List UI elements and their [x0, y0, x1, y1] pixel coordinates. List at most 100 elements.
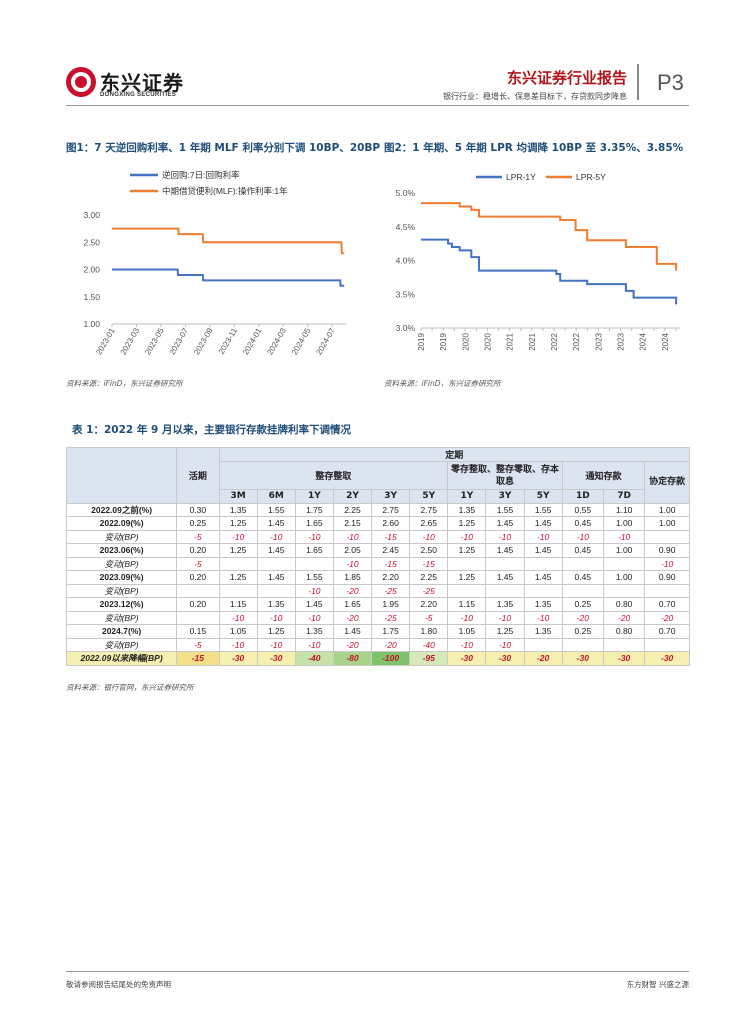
table-cell: 1.45 — [256, 543, 296, 558]
lpr-5y-line — [421, 202, 678, 271]
table-cell — [602, 637, 646, 652]
table-cell: 1.45 — [294, 597, 334, 612]
table-cell: -10 — [447, 637, 487, 652]
table-cell: 1.35 — [485, 597, 525, 612]
table-row-label: 变动(BP) — [65, 583, 178, 598]
table-cell: 1.45 — [523, 516, 563, 531]
header-divider — [637, 64, 639, 100]
table-cell: 1.25 — [218, 543, 258, 558]
table-cell: -30 — [561, 651, 604, 666]
table-cell — [523, 637, 563, 652]
table-cell: -30 — [256, 651, 296, 666]
table-cell: 0.25 — [176, 516, 220, 531]
table-cell: -10 — [523, 529, 563, 544]
x-tick-label: 2019 — [417, 332, 426, 350]
table-cell: -5 — [176, 637, 220, 652]
table-cell: -10 — [561, 529, 604, 544]
table-cell: 1.65 — [294, 516, 334, 531]
table-cell: -5 — [409, 610, 449, 625]
table-cell: -10 — [218, 637, 258, 652]
table-cell: -20 — [371, 637, 411, 652]
footer-disclaimer: 敬请参阅报告结尾处的免责声明 — [66, 980, 171, 989]
figure2-axes: 5.0%4.5%4.0%3.5%3.0%2019 2019 2020 2020 2021… — [396, 188, 680, 351]
table-term-header: 3M — [218, 489, 258, 504]
table-cell: 1.25 — [256, 624, 296, 639]
table-cell: 2.50 — [409, 543, 449, 558]
table-cell: 2.60 — [371, 516, 411, 531]
table-row-label: 2022.09(%) — [65, 516, 178, 531]
table-source: 资料来源：银行官网，东兴证券研究所 — [66, 683, 194, 692]
table-header-blank — [65, 447, 178, 504]
table-cell: -20 — [332, 583, 373, 598]
table-cell: 1.75 — [371, 624, 411, 639]
table-cell: 1.45 — [523, 570, 563, 585]
table-header-partial: 零存整取、整存零取、存本取息 — [447, 461, 563, 490]
table-term-header: 3Y — [371, 489, 411, 504]
table-row: 变动(BP) -5 -10 -10 -10 -20 -20 -40 -10 -10 — [65, 637, 690, 652]
table-cell — [176, 610, 220, 625]
table-cell: 1.15 — [447, 597, 487, 612]
table-term-header: 5Y — [409, 489, 449, 504]
table-header-demand: 活期 — [176, 447, 220, 504]
table-cell — [561, 583, 604, 598]
table-cell: 2.25 — [332, 502, 373, 517]
figure2-chart: LPR-1Y LPR-5Y 5.0%4.5%4.0%3.5%3.0%2019 20… — [396, 172, 680, 351]
table-cell: -30 — [485, 651, 525, 666]
table-row: 2024.7(%) 0.15 1.05 1.25 1.35 1.45 1.75 1.80 1.0… — [65, 624, 690, 639]
table-cell: 1.45 — [256, 516, 296, 531]
table-cell: 0.20 — [176, 597, 220, 612]
table-cell: -15 — [371, 556, 411, 571]
table-cell — [561, 556, 604, 571]
table-cell: 1.35 — [218, 502, 258, 517]
x-tick-label: 2024 — [639, 332, 648, 350]
table-term-header: 6M — [256, 489, 296, 504]
table-cell: 1.00 — [644, 516, 690, 531]
table-cell: -10 — [332, 529, 373, 544]
table-cell: -25 — [371, 610, 411, 625]
table-cell: -10 — [485, 529, 525, 544]
table-cell: -25 — [371, 583, 411, 598]
table-cell: 1.75 — [294, 502, 334, 517]
table-cell: 1.45 — [523, 543, 563, 558]
table-term-header: 1D — [561, 489, 604, 504]
table-cell: 2.20 — [409, 597, 449, 612]
table-cell: 2.75 — [409, 502, 449, 517]
table-cell — [447, 583, 487, 598]
legend-label-mlf: 中期借贷便利(MLF):操作利率:1年 — [162, 186, 288, 196]
table-row: 变动(BP) -10 -20 -25 -25 — [65, 583, 690, 598]
table-row: 2022.09以来降幅(BP) -15 -30 -30 -40 -80 -100 -95 -30… — [65, 651, 690, 666]
table-cell: -10 — [409, 529, 449, 544]
x-tick-label: 2019 — [439, 332, 448, 350]
table-cell: 1.35 — [523, 597, 563, 612]
table-cell: 0.45 — [561, 570, 604, 585]
table-cell: -10 — [218, 610, 258, 625]
table-header-lump-sum: 整存整取 — [218, 461, 449, 490]
table-cell: 1.55 — [523, 502, 563, 517]
table-cell: -10 — [218, 529, 258, 544]
table-term-header: 7D — [602, 489, 646, 504]
figure1-legend: 逆回购:7日:回购利率 中期借贷便利(MLF):操作利率:1年 — [130, 170, 288, 196]
table-cell: 0.20 — [176, 543, 220, 558]
figure1-series — [112, 227, 345, 287]
table-cell: -10 — [485, 637, 525, 652]
table-cell: -15 — [371, 529, 411, 544]
table-cell: 0.45 — [561, 516, 604, 531]
table-cell: 0.25 — [561, 624, 604, 639]
table-cell: -5 — [176, 556, 220, 571]
table-cell: 2.25 — [409, 570, 449, 585]
table-cell: 1.00 — [644, 502, 690, 517]
brand-logo-icon — [66, 67, 96, 97]
reverse-repo-line — [112, 268, 345, 287]
figure1-title: 图1：7 天逆回购利率、1 年期 MLF 利率分别下调 10BP、20BP — [66, 142, 381, 154]
table-cell: 1.05 — [218, 624, 258, 639]
y-tick-label: 2.50 — [83, 237, 100, 247]
table-cell: 1.35 — [523, 624, 563, 639]
table-cell: 1.65 — [332, 597, 373, 612]
y-tick-label: 3.00 — [83, 210, 100, 220]
table-cell: 1.45 — [485, 516, 525, 531]
table-cell: 0.70 — [644, 597, 690, 612]
y-tick-label: 3.0% — [396, 323, 416, 333]
table-cell: -30 — [644, 651, 690, 666]
figure1-source: 资料来源：iFinD，东兴证券研究所 — [66, 379, 183, 388]
